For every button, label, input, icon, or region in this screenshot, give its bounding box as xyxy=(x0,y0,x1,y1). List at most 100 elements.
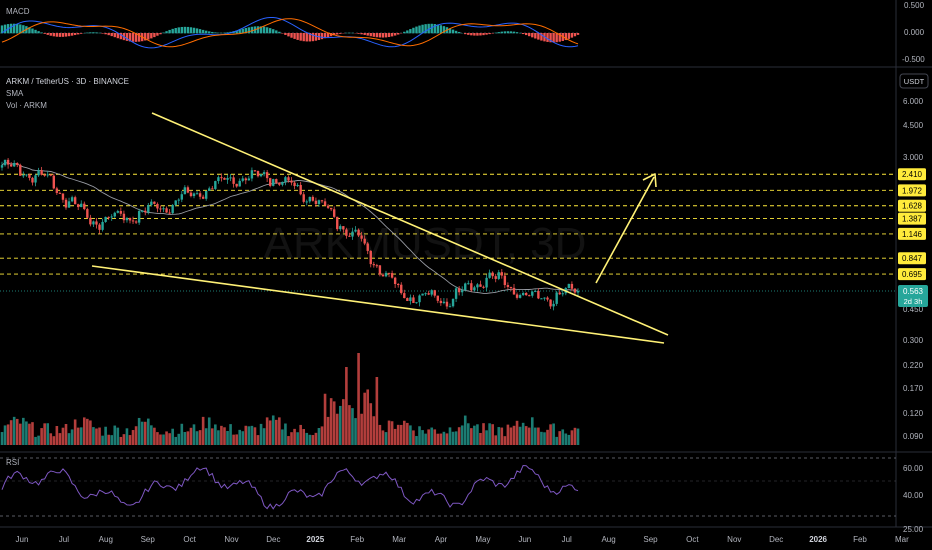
macd-histogram-bar xyxy=(204,30,208,34)
candle xyxy=(55,186,59,196)
macd-histogram-bar xyxy=(40,32,43,34)
macd-histogram-bar xyxy=(150,33,153,39)
macd-histogram-bar xyxy=(503,31,507,34)
candle xyxy=(16,162,19,168)
macd-histogram-bar xyxy=(137,33,141,42)
macd-histogram-bar xyxy=(223,32,226,34)
macd-pane: MACD 0.500 0.000 -0.500 xyxy=(0,1,925,64)
candle xyxy=(403,289,406,299)
time-axis-label: May xyxy=(475,535,490,544)
candle xyxy=(110,214,113,221)
volume-bar xyxy=(534,427,537,445)
candle xyxy=(52,173,56,190)
candle xyxy=(92,220,95,227)
macd-histogram-bar xyxy=(305,33,308,42)
volume-bar xyxy=(491,424,494,445)
volume-bar xyxy=(485,430,488,445)
macd-histogram-bar xyxy=(531,33,534,38)
volume-bar xyxy=(393,428,397,445)
candle xyxy=(531,290,534,298)
candle xyxy=(308,196,312,204)
breakout-arrow[interactable] xyxy=(595,173,657,284)
macd-histogram-bar xyxy=(256,26,260,34)
candle xyxy=(25,174,28,177)
macd-histogram-bar xyxy=(372,33,376,37)
candle xyxy=(12,160,16,168)
level-badge: 2.410 xyxy=(898,168,926,181)
macd-histogram-bar xyxy=(552,33,555,43)
price-axis[interactable]: 6.000 4.500 3.000 0.450 0.300 0.220 0.17… xyxy=(903,97,924,441)
macd-histogram-bar xyxy=(564,33,568,41)
macd-histogram-bar xyxy=(171,28,174,34)
volume-bar xyxy=(311,435,315,445)
candle xyxy=(134,220,138,224)
volume-bar xyxy=(363,392,366,445)
candle xyxy=(204,190,208,201)
volume-bar xyxy=(73,419,77,445)
volume-bar xyxy=(40,428,43,445)
time-axis[interactable]: Jun Jul Aug Sep Oct Nov Dec 2025 Feb Mar Apr May Jun… xyxy=(16,535,910,544)
candle xyxy=(201,194,205,200)
macd-tick: -0.500 xyxy=(902,55,925,64)
candle xyxy=(534,289,537,293)
macd-histogram-bar xyxy=(275,30,278,34)
sma-indicator-label[interactable]: SMA xyxy=(6,89,24,98)
symbol-title[interactable]: ARKM / TetherUS · 3D · BINANCE xyxy=(6,77,129,86)
candle xyxy=(421,293,424,296)
price-tick: 0.120 xyxy=(903,409,924,418)
volume-bar xyxy=(6,424,10,445)
macd-histogram-bar xyxy=(439,25,443,34)
volume-bar xyxy=(463,415,467,445)
candle xyxy=(256,170,260,178)
candle xyxy=(351,227,354,240)
volume-bar xyxy=(415,436,418,445)
macd-histogram-bar xyxy=(464,33,467,35)
macd-histogram-bar xyxy=(470,33,473,36)
volume-bar xyxy=(540,431,543,445)
macd-histogram-bar xyxy=(192,27,196,34)
candle xyxy=(406,297,409,302)
time-axis-label: 2025 xyxy=(306,535,324,544)
candle xyxy=(171,204,174,215)
price-tick: 3.000 xyxy=(903,153,924,162)
candle xyxy=(524,292,528,296)
volume-bar xyxy=(262,428,266,445)
volume-bar xyxy=(314,432,318,445)
wedge-upper-trendline[interactable] xyxy=(151,112,669,336)
macd-histogram-bar xyxy=(290,33,293,38)
macd-histogram-bar xyxy=(299,33,302,41)
macd-histogram-bar xyxy=(86,32,89,34)
volume-bar xyxy=(320,426,324,445)
candle xyxy=(232,175,235,188)
macd-histogram-bar xyxy=(107,33,110,36)
volume-bar xyxy=(238,429,242,445)
candle xyxy=(165,206,168,213)
volume-bar xyxy=(31,422,34,445)
candle xyxy=(503,272,507,289)
macd-histogram-bar xyxy=(323,33,327,39)
macd-histogram-bar xyxy=(92,32,95,34)
macd-histogram-bar xyxy=(201,29,205,34)
volume-bar xyxy=(570,430,574,445)
volume-bar xyxy=(521,422,525,445)
candle xyxy=(244,177,248,185)
level-badges: 2.410 1.972 1.628 1.387 1.146 0.847 0.695 xyxy=(898,168,926,281)
macd-histogram-bar xyxy=(454,30,458,34)
candle xyxy=(497,269,500,281)
candlesticks xyxy=(0,157,580,311)
rsi-tick: 25.00 xyxy=(903,525,924,534)
time-axis-label: Jun xyxy=(16,535,29,544)
macd-histogram-bar xyxy=(128,33,132,42)
volume-bar xyxy=(293,428,296,445)
macd-histogram-bar xyxy=(418,25,421,34)
currency-badge[interactable]: USDT xyxy=(899,73,929,89)
wedge-lower-trendline[interactable] xyxy=(91,265,665,344)
time-axis-label: Jul xyxy=(562,535,572,544)
time-axis-label: Sep xyxy=(141,535,156,544)
volume-bar xyxy=(34,436,37,445)
candle xyxy=(357,228,360,238)
macd-histogram-bar xyxy=(165,31,168,34)
volume-indicator-label[interactable]: Vol · ARKM xyxy=(6,101,47,110)
candle xyxy=(287,175,290,183)
level-badge: 1.146 xyxy=(898,227,926,240)
